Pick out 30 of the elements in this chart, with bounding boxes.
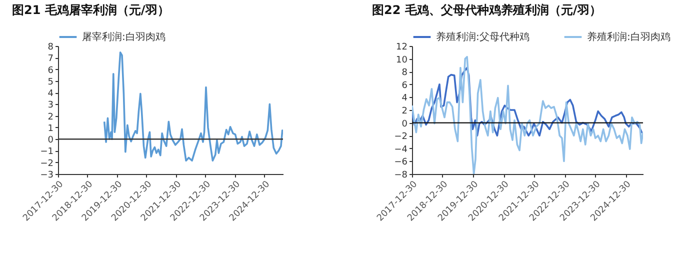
- y-tick-label: 8: [402, 68, 408, 78]
- y-tick-label: 12: [396, 42, 408, 52]
- y-tick-label: 10: [396, 55, 408, 66]
- y-tick-label: 0: [48, 136, 54, 146]
- y-tick-label: −6: [394, 158, 408, 168]
- y-tick-label: 0: [402, 119, 408, 130]
- line-series: [103, 52, 283, 162]
- y-tick-label: 6: [402, 80, 408, 91]
- chart-title: 图22 毛鸡、父母代种鸡养殖利润（元/羽）: [372, 3, 602, 17]
- y-tick-label: 2: [402, 106, 408, 116]
- line-series: [412, 66, 643, 136]
- y-tick-label: 5: [48, 77, 54, 88]
- y-tick-label: 4: [48, 89, 54, 100]
- legend-label: 养殖利润:父母代种鸡: [436, 31, 530, 43]
- legend-label: 屠宰利润:白羽肉鸡: [82, 31, 166, 43]
- y-tick-label: −3: [40, 170, 54, 180]
- legend-label: 养殖利润:白羽肉鸡: [587, 31, 670, 43]
- y-tick-label: 6: [48, 66, 54, 76]
- y-tick-label: 8: [48, 42, 54, 52]
- y-tick-label: −2: [40, 158, 54, 169]
- y-tick-label: −1: [40, 147, 54, 158]
- y-tick-label: −8: [394, 170, 408, 180]
- y-tick-label: 7: [48, 54, 54, 64]
- y-tick-label: 4: [402, 94, 408, 104]
- chart-title: 图21 毛鸡屠宰利润（元/羽）: [12, 3, 170, 17]
- y-tick-label: 3: [48, 100, 54, 111]
- y-tick-label: 1: [48, 124, 54, 134]
- y-tick-label: −4: [394, 144, 408, 155]
- y-tick-label: −2: [394, 132, 408, 142]
- y-tick-label: 2: [48, 112, 54, 122]
